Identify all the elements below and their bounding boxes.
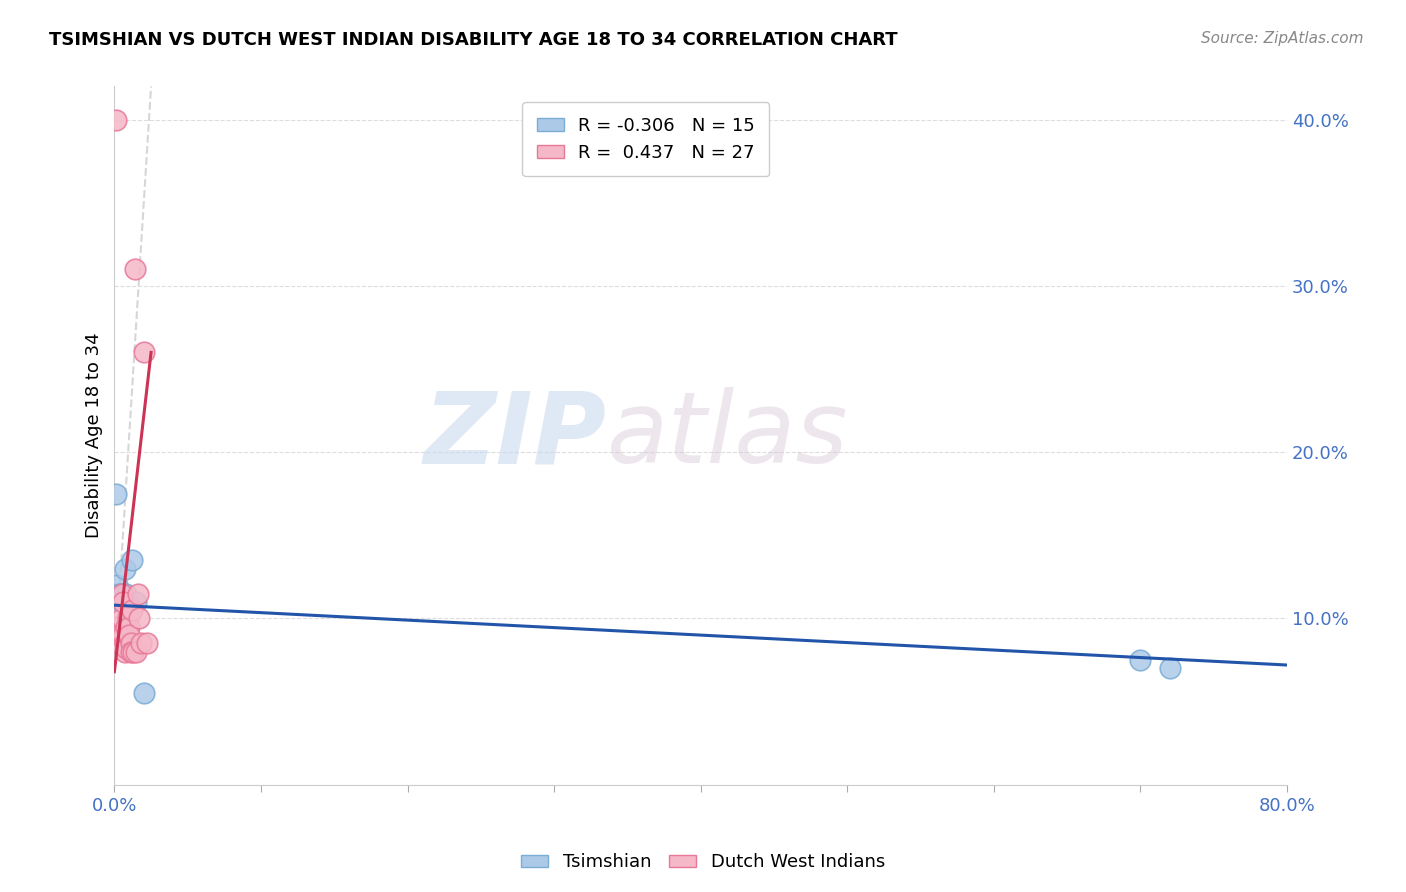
Point: [121, 603, 143, 617]
Point: [114, 645, 136, 659]
Point: [115, 641, 138, 656]
Point: [122, 645, 145, 659]
Point: [112, 586, 135, 600]
Point: [117, 628, 139, 642]
Point: [125, 645, 148, 659]
Point: [110, 586, 132, 600]
Point: [114, 561, 136, 575]
Point: [115, 586, 138, 600]
Point: [120, 636, 142, 650]
Point: [111, 611, 134, 625]
Point: [111, 586, 134, 600]
Y-axis label: Disability Age 18 to 34: Disability Age 18 to 34: [86, 333, 103, 539]
Point: [1129, 653, 1152, 667]
Point: [110, 628, 132, 642]
Text: ZIP: ZIP: [425, 387, 607, 484]
Point: [104, 487, 127, 501]
Point: [118, 628, 141, 642]
Point: [129, 636, 152, 650]
Point: [117, 603, 139, 617]
Point: [125, 595, 148, 609]
Point: [127, 586, 149, 600]
Text: TSIMSHIAN VS DUTCH WEST INDIAN DISABILITY AGE 18 TO 34 CORRELATION CHART: TSIMSHIAN VS DUTCH WEST INDIAN DISABILIT…: [49, 31, 898, 49]
Point: [132, 686, 155, 700]
Point: [132, 345, 155, 359]
Point: [121, 553, 143, 567]
Point: [112, 628, 135, 642]
Point: [120, 645, 142, 659]
Point: [118, 595, 141, 609]
Legend: Tsimshian, Dutch West Indians: Tsimshian, Dutch West Indians: [513, 847, 893, 879]
Point: [105, 578, 128, 592]
Legend: R = -0.306   N = 15, R =  0.437   N = 27: R = -0.306 N = 15, R = 0.437 N = 27: [522, 103, 769, 177]
Point: [104, 112, 127, 127]
Text: Source: ZipAtlas.com: Source: ZipAtlas.com: [1201, 31, 1364, 46]
Point: [117, 611, 139, 625]
Point: [115, 620, 138, 634]
Text: atlas: atlas: [607, 387, 849, 484]
Point: [111, 595, 134, 609]
Point: [135, 636, 157, 650]
Point: [114, 636, 136, 650]
Point: [112, 595, 135, 609]
Point: [108, 636, 131, 650]
Point: [124, 262, 146, 277]
Point: [118, 620, 141, 634]
Point: [108, 586, 131, 600]
Point: [1159, 661, 1181, 675]
Point: [105, 620, 128, 634]
Point: [128, 611, 150, 625]
